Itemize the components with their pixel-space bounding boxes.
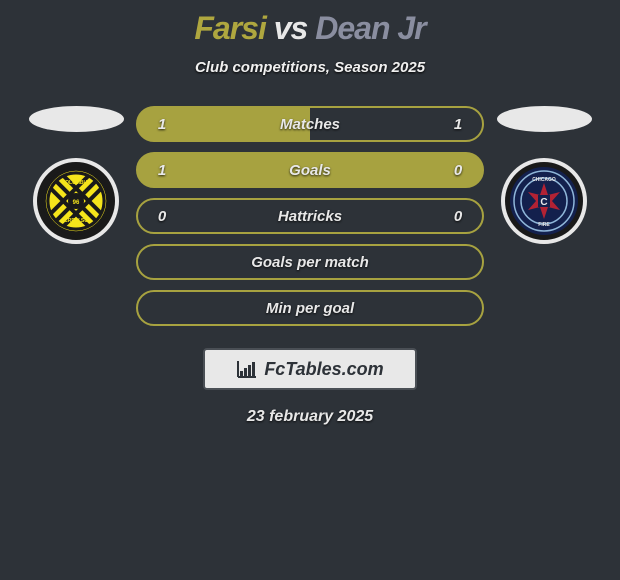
right-side: CHICAGO FIRE C bbox=[484, 106, 604, 326]
main-row: COLUMBUS CREW SC 96 1Matches11Goals00Hat… bbox=[0, 106, 620, 326]
svg-text:COLUMBUS: COLUMBUS bbox=[62, 180, 92, 186]
player2-photo bbox=[497, 106, 592, 132]
columbus-crew-icon: COLUMBUS CREW SC 96 bbox=[41, 166, 111, 236]
player2-name: Dean Jr bbox=[315, 10, 425, 46]
stat-row: Min per goal bbox=[136, 290, 484, 326]
player1-club-badge: COLUMBUS CREW SC 96 bbox=[33, 158, 119, 244]
player1-name: Farsi bbox=[194, 10, 265, 46]
svg-text:CHICAGO: CHICAGO bbox=[532, 177, 556, 183]
stat-left-value: 0 bbox=[152, 208, 172, 225]
stats-column: 1Matches11Goals00Hattricks0Goals per mat… bbox=[136, 106, 484, 326]
stat-right-value: 1 bbox=[448, 116, 468, 133]
vs-text: vs bbox=[274, 10, 308, 46]
stat-label: Goals per match bbox=[172, 254, 448, 271]
stat-left-value: 1 bbox=[152, 162, 172, 179]
left-side: COLUMBUS CREW SC 96 bbox=[16, 106, 136, 326]
stat-label: Matches bbox=[172, 116, 448, 133]
stat-label: Hattricks bbox=[172, 208, 448, 225]
stat-row: 0Hattricks0 bbox=[136, 198, 484, 234]
date-text: 23 february 2025 bbox=[247, 408, 373, 426]
chart-icon bbox=[236, 359, 258, 379]
page-title: Farsi vs Dean Jr bbox=[194, 10, 425, 47]
stat-left-value: 1 bbox=[152, 116, 172, 133]
subtitle: Club competitions, Season 2025 bbox=[195, 59, 425, 76]
svg-text:96: 96 bbox=[73, 200, 80, 206]
watermark-text: FcTables.com bbox=[264, 359, 383, 380]
player1-photo bbox=[29, 106, 124, 132]
watermark: FcTables.com bbox=[203, 348, 417, 390]
stat-right-value: 0 bbox=[448, 162, 468, 179]
player2-club-badge: CHICAGO FIRE C bbox=[501, 158, 587, 244]
chicago-fire-icon: CHICAGO FIRE C bbox=[509, 166, 579, 236]
stat-row: 1Matches1 bbox=[136, 106, 484, 142]
svg-text:FIRE: FIRE bbox=[538, 222, 550, 228]
svg-text:C: C bbox=[540, 197, 547, 208]
stat-row: Goals per match bbox=[136, 244, 484, 280]
stat-label: Min per goal bbox=[172, 300, 448, 317]
stat-right-value: 0 bbox=[448, 208, 468, 225]
stat-label: Goals bbox=[172, 162, 448, 179]
stat-row: 1Goals0 bbox=[136, 152, 484, 188]
svg-text:CREW SC: CREW SC bbox=[64, 218, 88, 224]
